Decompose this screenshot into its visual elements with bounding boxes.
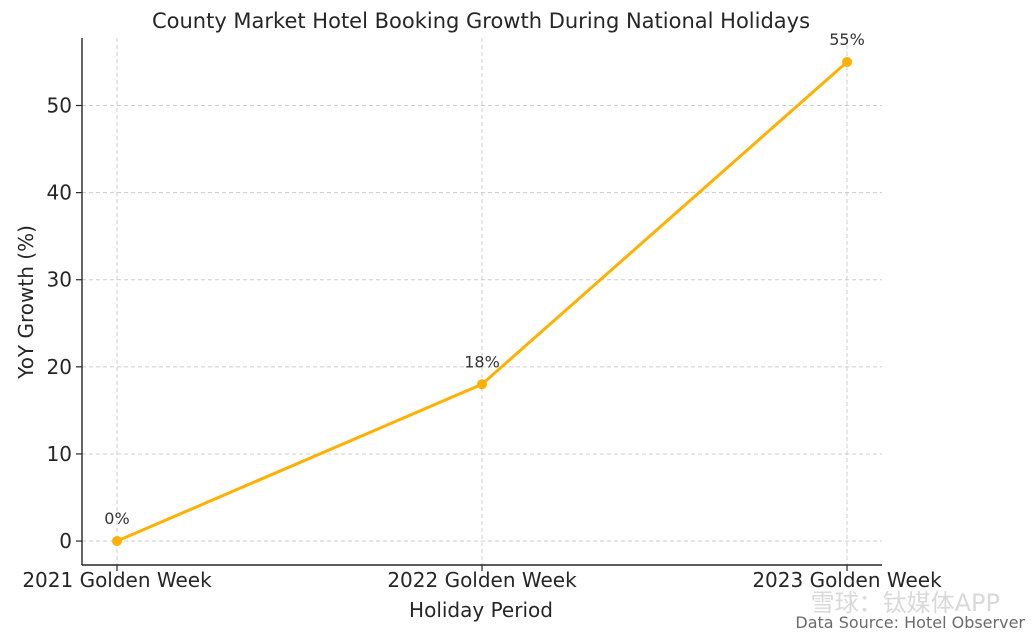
data-label: 18% — [464, 352, 500, 371]
y-tick-label: 0 — [59, 529, 72, 553]
data-label: 0% — [104, 509, 129, 528]
watermark: 雪球：钛媒体APP — [811, 589, 1000, 617]
y-tick-label: 50 — [47, 94, 72, 118]
y-axis-label: YoY Growth (%) — [14, 225, 38, 380]
data-point — [477, 379, 487, 390]
source-note: Data Source: Hotel Observer — [795, 613, 1025, 632]
data-labels: 0% 18% 55% — [104, 30, 864, 528]
y-tick-label: 10 — [47, 442, 72, 466]
y-tick-label: 20 — [47, 355, 72, 379]
data-label: 55% — [829, 30, 865, 49]
data-point — [112, 536, 122, 547]
y-ticks: 0 10 20 30 40 50 — [47, 94, 82, 553]
x-ticks: 2021 Golden Week 2022 Golden Week 2023 Gol… — [22, 565, 942, 592]
y-tick-label: 40 — [47, 181, 72, 205]
chart-title: County Market Hotel Booking Growth Durin… — [152, 9, 810, 33]
grid — [82, 38, 882, 565]
series — [112, 56, 852, 547]
x-tick-label: 2022 Golden Week — [387, 568, 577, 592]
y-tick-label: 30 — [47, 268, 72, 292]
x-tick-label: 2023 Golden Week — [752, 568, 942, 592]
x-axis-label: Holiday Period — [409, 598, 553, 622]
data-point — [842, 56, 852, 67]
series-line — [116, 60, 848, 543]
x-tick-label: 2021 Golden Week — [22, 568, 212, 592]
